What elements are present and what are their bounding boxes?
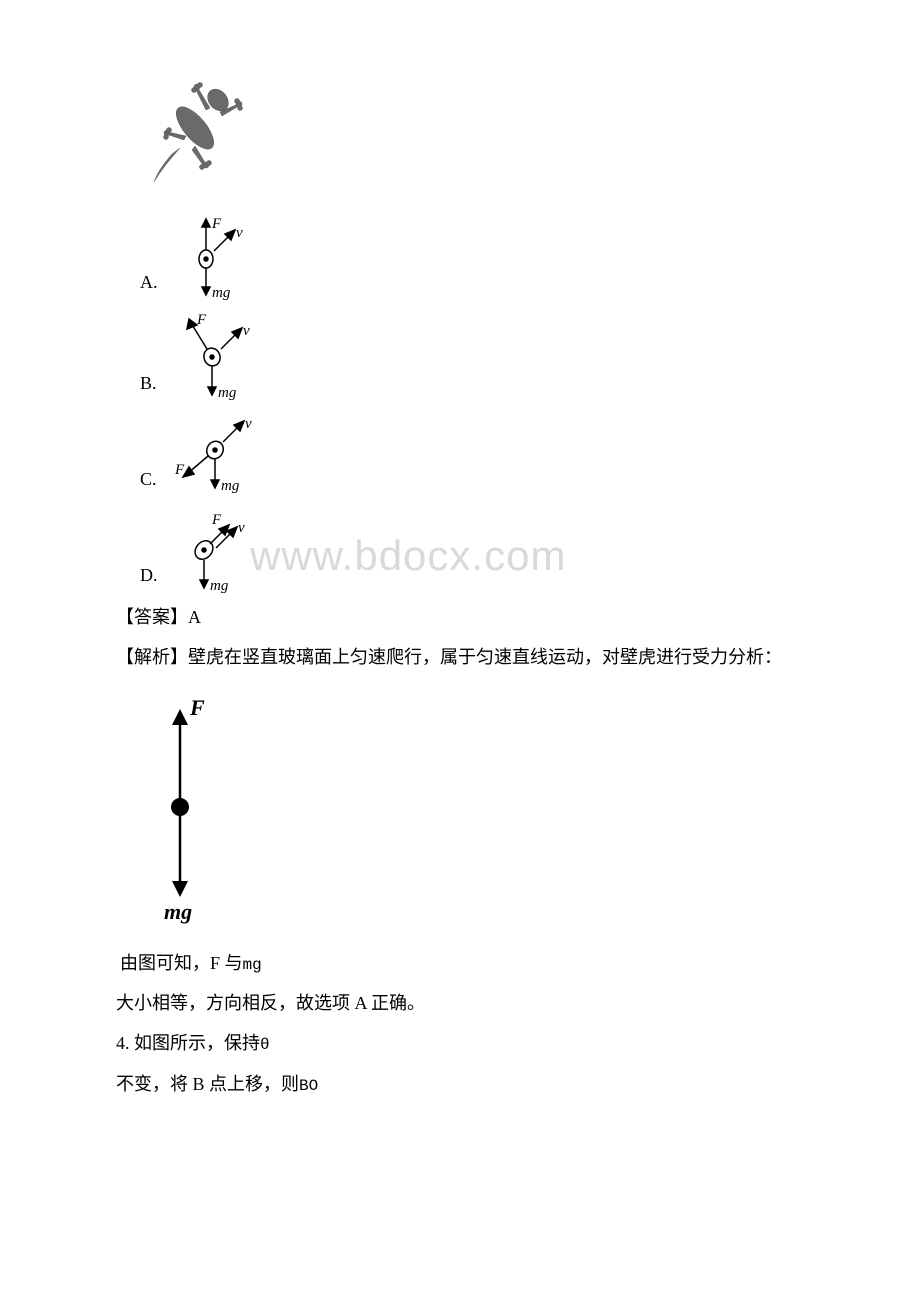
- solution-diagram: F mg: [140, 685, 840, 936]
- q4-line2: 不变，将 B 点上移，则BO: [80, 1067, 840, 1101]
- q4-theta: θ: [260, 1036, 270, 1054]
- analysis-line: 【解析】壁虎在竖直玻璃面上匀速爬行，属于匀速直线运动，对壁虎进行受力分析：: [80, 640, 840, 674]
- option-d-mg: mg: [210, 578, 229, 594]
- option-d-wrap: www.bdocx.com D. F v mg: [80, 504, 840, 594]
- gecko-svg: [140, 70, 250, 190]
- option-b-mg: mg: [218, 385, 237, 401]
- option-c-F: F: [174, 462, 185, 478]
- analysis-text: 壁虎在竖直玻璃面上匀速爬行，属于匀速直线运动，对壁虎进行受力分析：: [188, 647, 782, 667]
- q4-line1: 4. 如图所示，保持θ: [80, 1026, 840, 1060]
- option-d: D. F v mg: [140, 504, 840, 594]
- gecko-figure: [140, 70, 840, 201]
- option-d-svg: F v mg: [168, 504, 258, 594]
- option-a-mg: mg: [212, 285, 231, 301]
- option-d-label: D.: [140, 558, 158, 594]
- conclusion-line2: 大小相等，方向相反，故选项 A 正确。: [80, 986, 840, 1020]
- option-a-v: v: [236, 225, 243, 241]
- q4-line1-prefix: 4. 如图所示，保持: [116, 1033, 260, 1053]
- solution-F: F: [189, 695, 205, 720]
- conclusion-prefix: 由图可知，F 与: [120, 953, 243, 973]
- option-a-svg: F v mg: [168, 211, 258, 301]
- option-d-F: F: [211, 512, 222, 528]
- option-c-svg: F v mg: [167, 408, 262, 498]
- option-b-F: F: [196, 312, 207, 328]
- conclusion-mg: mg: [243, 956, 262, 974]
- conclusion-line1: 由图可知，F 与mg: [120, 946, 840, 980]
- option-a: A. F v mg: [140, 211, 840, 301]
- option-d-v: v: [238, 520, 245, 536]
- option-c-mg: mg: [221, 478, 240, 494]
- option-b-v: v: [243, 323, 250, 339]
- option-b-label: B.: [140, 366, 157, 402]
- answer-value: A: [188, 607, 201, 627]
- option-a-label: A.: [140, 265, 158, 301]
- analysis-label: 【解析】: [116, 647, 188, 667]
- option-c-v: v: [245, 416, 252, 432]
- q4-line2-prefix: 不变，将 B 点上移，则: [116, 1074, 299, 1094]
- option-a-F: F: [211, 216, 222, 232]
- option-b: B. F v mg: [140, 307, 840, 402]
- q4-BO: BO: [299, 1077, 318, 1095]
- option-c-label: C.: [140, 462, 157, 498]
- solution-mg: mg: [164, 899, 192, 924]
- option-c: C. F v mg: [140, 408, 840, 498]
- option-b-svg: F v mg: [167, 307, 262, 402]
- answer-label: 【答案】: [116, 607, 188, 627]
- solution-svg: F mg: [140, 685, 230, 925]
- answer-line: 【答案】A: [80, 600, 840, 634]
